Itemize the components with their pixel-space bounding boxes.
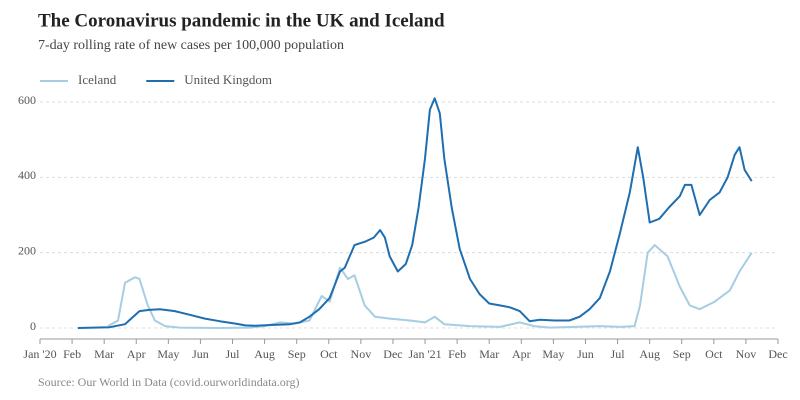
x-tick-label: Dec (768, 347, 787, 361)
x-tick-label: May (157, 347, 179, 361)
x-tick-label: Sep (288, 347, 306, 361)
series-line (107, 244, 753, 329)
x-tick-label: Jan '20 (23, 347, 56, 361)
x-tick-label: Oct (705, 347, 723, 361)
x-tick-label: Nov (736, 347, 757, 361)
x-tick-label: Mar (479, 347, 499, 361)
x-tick-label: Feb (63, 347, 81, 361)
x-tick-label: May (542, 347, 564, 361)
x-tick-label: Jul (226, 347, 241, 361)
y-tick-label: 0 (30, 319, 36, 333)
legend-label: United Kingdom (184, 72, 272, 87)
series-line (77, 97, 753, 329)
y-tick-label: 200 (18, 243, 36, 257)
legend-label: Iceland (78, 72, 117, 87)
x-tick-label: Aug (639, 347, 660, 361)
x-tick-label: Nov (351, 347, 372, 361)
x-tick-label: Jul (611, 347, 626, 361)
chart-subtitle: 7-day rolling rate of new cases per 100,… (38, 38, 344, 53)
x-tick-label: Oct (320, 347, 338, 361)
x-tick-label: Jun (192, 347, 209, 361)
x-tick-label: Jan '21 (408, 347, 441, 361)
x-tick-label: Apr (512, 347, 531, 361)
x-tick-label: Dec (383, 347, 402, 361)
y-tick-label: 400 (18, 168, 36, 182)
chart-title: The Coronavirus pandemic in the UK and I… (38, 10, 445, 31)
x-tick-label: Jun (577, 347, 594, 361)
y-tick-label: 600 (18, 93, 36, 107)
x-tick-label: Mar (94, 347, 114, 361)
x-tick-label: Feb (448, 347, 466, 361)
x-tick-label: Aug (254, 347, 275, 361)
x-tick-label: Apr (127, 347, 146, 361)
x-tick-label: Sep (673, 347, 691, 361)
source: Source: Our World in Data (covid.ourworl… (38, 375, 300, 389)
